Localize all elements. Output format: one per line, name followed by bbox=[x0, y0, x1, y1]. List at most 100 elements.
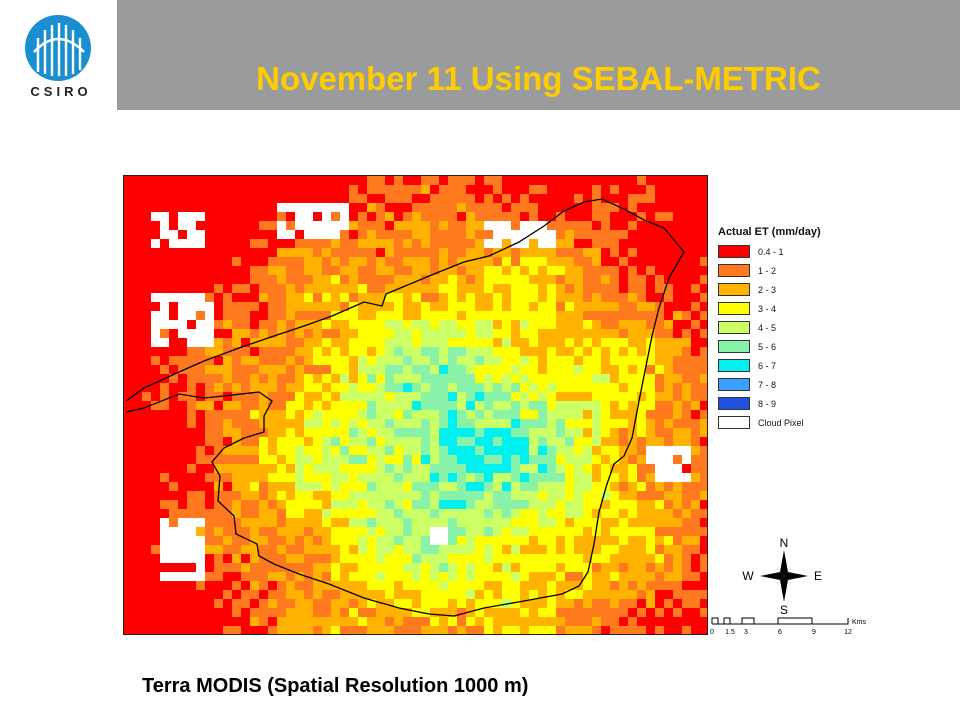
raster-cell bbox=[160, 617, 169, 626]
raster-cell bbox=[556, 239, 565, 248]
raster-cell bbox=[691, 572, 700, 581]
raster-cell bbox=[628, 383, 637, 392]
raster-cell bbox=[331, 617, 340, 626]
raster-cell bbox=[169, 221, 178, 230]
raster-cell bbox=[682, 464, 691, 473]
raster-cell bbox=[691, 401, 700, 410]
raster-cell bbox=[376, 392, 385, 401]
raster-cell bbox=[637, 320, 646, 329]
raster-cell bbox=[421, 266, 430, 275]
raster-cell bbox=[322, 275, 331, 284]
raster-cell bbox=[430, 482, 439, 491]
raster-cell bbox=[349, 221, 358, 230]
raster-cell bbox=[610, 455, 619, 464]
raster-cell bbox=[421, 329, 430, 338]
raster-cell bbox=[322, 608, 331, 617]
raster-cell bbox=[556, 581, 565, 590]
raster-cell bbox=[169, 617, 178, 626]
raster-cell bbox=[574, 518, 583, 527]
raster-cell bbox=[196, 383, 205, 392]
raster-cell bbox=[439, 419, 448, 428]
raster-cell bbox=[565, 248, 574, 257]
raster-cell bbox=[646, 293, 655, 302]
raster-cell bbox=[601, 311, 610, 320]
raster-cell bbox=[241, 266, 250, 275]
raster-cell bbox=[295, 176, 304, 185]
raster-cell bbox=[295, 392, 304, 401]
raster-cell bbox=[529, 599, 538, 608]
raster-cell bbox=[205, 518, 214, 527]
raster-cell bbox=[646, 536, 655, 545]
raster-cell bbox=[655, 590, 664, 599]
raster-cell bbox=[619, 284, 628, 293]
raster-cell bbox=[223, 572, 232, 581]
raster-cell bbox=[511, 599, 520, 608]
raster-cell bbox=[340, 257, 349, 266]
raster-cell bbox=[421, 194, 430, 203]
raster-cell bbox=[169, 365, 178, 374]
raster-cell bbox=[511, 437, 520, 446]
raster-cell bbox=[124, 545, 133, 554]
raster-cell bbox=[421, 293, 430, 302]
raster-cell bbox=[673, 266, 682, 275]
raster-cell bbox=[322, 176, 331, 185]
raster-cell bbox=[214, 536, 223, 545]
raster-cell bbox=[700, 338, 707, 347]
raster-cell bbox=[394, 311, 403, 320]
raster-cell bbox=[520, 509, 529, 518]
raster-cell bbox=[637, 311, 646, 320]
raster-cell bbox=[178, 365, 187, 374]
raster-cell bbox=[313, 347, 322, 356]
raster-cell bbox=[385, 455, 394, 464]
raster-cell bbox=[421, 491, 430, 500]
raster-cell bbox=[133, 374, 142, 383]
raster-cell bbox=[430, 194, 439, 203]
raster-cell bbox=[493, 536, 502, 545]
raster-cell bbox=[511, 194, 520, 203]
raster-cell bbox=[304, 527, 313, 536]
raster-cell bbox=[475, 554, 484, 563]
raster-cell bbox=[601, 293, 610, 302]
raster-cell bbox=[142, 572, 151, 581]
raster-cell bbox=[178, 446, 187, 455]
raster-cell bbox=[637, 536, 646, 545]
raster-cell bbox=[691, 626, 700, 634]
raster-cell bbox=[160, 239, 169, 248]
raster-cell bbox=[331, 374, 340, 383]
raster-cell bbox=[160, 455, 169, 464]
raster-cell bbox=[178, 239, 187, 248]
raster-cell bbox=[277, 428, 286, 437]
raster-cell bbox=[412, 563, 421, 572]
raster-cell bbox=[565, 527, 574, 536]
raster-cell bbox=[619, 482, 628, 491]
raster-cell bbox=[646, 185, 655, 194]
raster-cell bbox=[268, 203, 277, 212]
raster-cell bbox=[610, 266, 619, 275]
raster-cell bbox=[520, 347, 529, 356]
raster-cell bbox=[160, 473, 169, 482]
raster-cell bbox=[457, 545, 466, 554]
raster-cell bbox=[529, 590, 538, 599]
raster-cell bbox=[394, 176, 403, 185]
raster-cell bbox=[421, 239, 430, 248]
raster-cell bbox=[529, 239, 538, 248]
raster-cell bbox=[484, 383, 493, 392]
raster-cell bbox=[232, 356, 241, 365]
raster-cell bbox=[205, 572, 214, 581]
raster-cell bbox=[529, 257, 538, 266]
raster-cell bbox=[124, 455, 133, 464]
raster-cell bbox=[133, 302, 142, 311]
raster-cell bbox=[547, 626, 556, 634]
raster-cell bbox=[457, 590, 466, 599]
raster-cell bbox=[475, 194, 484, 203]
raster-cell bbox=[232, 284, 241, 293]
raster-cell bbox=[412, 383, 421, 392]
raster-cell bbox=[376, 374, 385, 383]
raster-cell bbox=[511, 482, 520, 491]
raster-cell bbox=[187, 338, 196, 347]
raster-cell bbox=[394, 473, 403, 482]
raster-cell bbox=[646, 284, 655, 293]
raster-cell bbox=[331, 212, 340, 221]
raster-cell bbox=[403, 599, 412, 608]
raster-cell bbox=[394, 230, 403, 239]
